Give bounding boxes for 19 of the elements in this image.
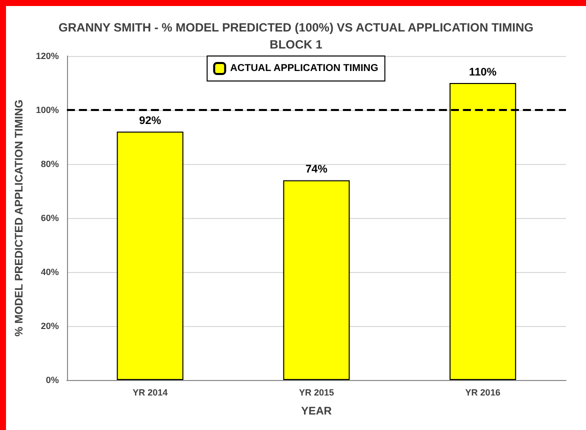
- x-tick-label: YR 2015: [298, 388, 334, 398]
- y-tick-label: 20%: [40, 321, 59, 331]
- y-tick-label: 80%: [40, 159, 59, 169]
- x-axis-title: YEAR: [301, 406, 332, 418]
- y-tick-label: 60%: [40, 213, 59, 223]
- y-tick-label: 40%: [40, 267, 59, 277]
- y-tick-label: 0%: [46, 375, 59, 385]
- y-tick-label: 120%: [36, 51, 59, 61]
- data-label: 74%: [305, 164, 328, 176]
- data-label: 92%: [139, 115, 162, 128]
- data-label: 110%: [469, 66, 497, 78]
- x-tick-label: YR 2014: [132, 388, 168, 398]
- legend-label: ACTUAL APPLICATION TIMING: [230, 63, 379, 74]
- y-tick-label: 100%: [36, 105, 59, 115]
- chart-title: GRANNY SMITH - % MODEL PREDICTED (100%) VS ACTUAL APPLICATION TIMING BLOCK 1: [58, 20, 534, 52]
- x-tick-label: YR 2016: [465, 388, 500, 398]
- bar: [283, 180, 350, 380]
- y-axis-title: % MODEL PREDICTED APPLICATION TIMING: [14, 100, 26, 336]
- bar: [116, 132, 184, 380]
